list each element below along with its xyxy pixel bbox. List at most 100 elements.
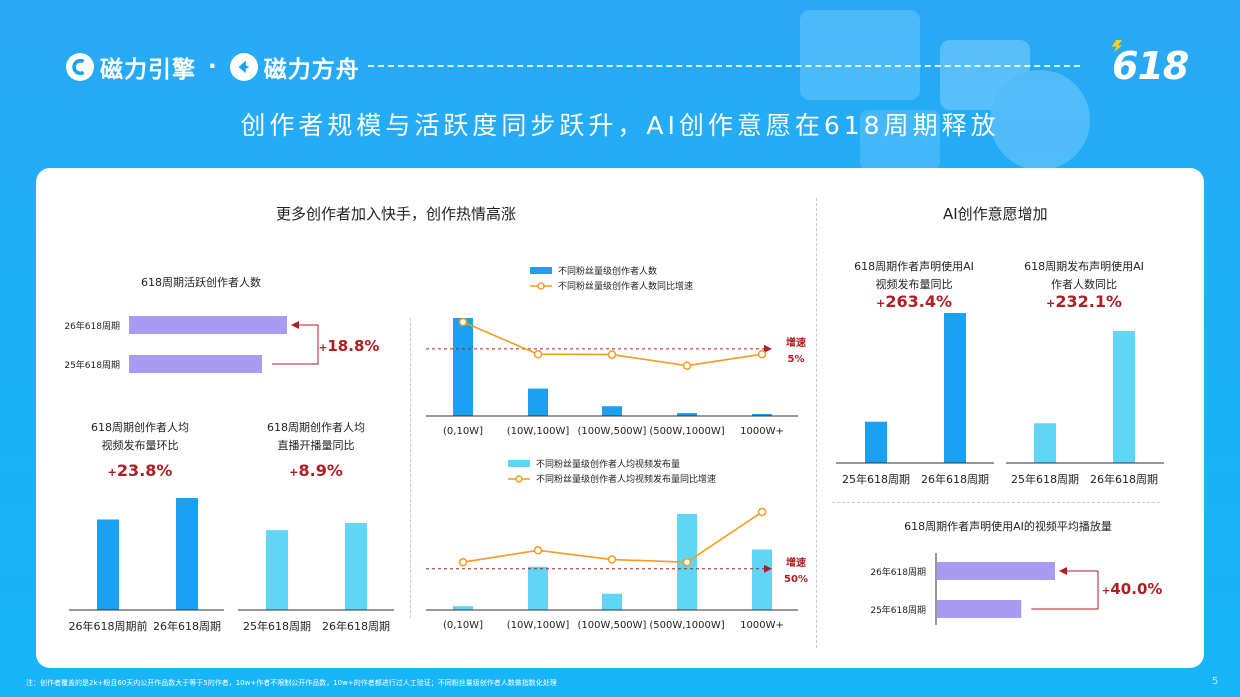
ai_avg_play-cat-0: 26年618周期 <box>870 566 926 578</box>
creators_by_fans-legend-line-marker <box>537 282 545 290</box>
avg_live_sessions-title-2: 直播开播量同比 <box>278 438 355 452</box>
creators_by_fans-reference-label-top: 增速 <box>786 336 806 349</box>
trophy-decoration <box>800 10 1090 170</box>
creators_by_fans-cat-0: (0,10W] <box>443 426 483 437</box>
active_creators-bar-0 <box>129 316 287 334</box>
ai_video_publish-title-1: 618周期作者声明使用AI <box>854 259 974 273</box>
creators_by_fans-cat-2: (100W,500W] <box>578 426 647 437</box>
avg_video_by_fans-point-1 <box>533 546 543 555</box>
badge-618: 618 <box>1112 40 1189 88</box>
avg_video_by_fans-cat-4: 1000W+ <box>740 620 784 631</box>
ai_video_publish-title-2: 视频发布量同比 <box>876 277 953 291</box>
avg_video_by_fans-point-3 <box>682 557 692 567</box>
avg_video_publish-title-2: 视频发布量环比 <box>102 438 179 452</box>
ai_creator_count-bar-0 <box>1034 423 1056 463</box>
avg_video_by_fans-cat-0: (0,10W] <box>443 620 483 631</box>
creators_by_fans-point-0 <box>458 317 468 327</box>
creators_by_fans-bar-1 <box>528 388 548 416</box>
active_creators-bracket <box>271 321 319 365</box>
brand-logo: 磁力引擎 · 磁力方舟 <box>66 50 360 84</box>
avg_video_by_fans-cat-3: (500W,1000W] <box>649 620 724 631</box>
brand-name-2: 磁力方舟 <box>263 57 360 83</box>
ai_video_publish-bar-1 <box>944 313 966 463</box>
header: 磁力引擎 · 磁力方舟 618 创作者规模与活跃度同步跃升，AI创作意愿在618… <box>0 0 1240 170</box>
avg_video_publish-growth: +23.8% <box>108 461 173 480</box>
creators_by_fans-reference-label-bottom: 5% <box>788 354 805 365</box>
avg_video_publish-bar-1 <box>176 498 198 610</box>
avg_video_publish-bar-0 <box>97 519 119 610</box>
avg_live_sessions-bar-1 <box>345 523 367 610</box>
avg_video_by_fans-bar-1 <box>528 566 548 610</box>
avg_video_by_fans-legend-bar-swatch <box>508 460 530 467</box>
ai_creator_count-title-2: 作者人数同比 <box>1051 278 1117 291</box>
ai_creator_count-bar-1 <box>1113 331 1135 463</box>
lightning-icon <box>1112 40 1122 52</box>
creators_by_fans-line <box>462 321 763 367</box>
page-number: 5 <box>1212 676 1219 687</box>
avg_live_sessions-bar-0 <box>266 530 288 610</box>
avg_video_by_fans-legend-bar: 不同粉丝量级创作者人均视频发布量 <box>536 458 680 470</box>
active_creators-title: 618周期活跃创作者人数 <box>141 275 261 289</box>
creators_by_fans-point-2 <box>607 350 617 359</box>
ai_avg_play-bar-1 <box>937 600 1022 618</box>
left-section-title: 更多创作者加入快手，创作热情高涨 <box>276 205 517 223</box>
avg_video_by_fans-bar-0 <box>453 606 473 610</box>
ai_avg_play-bar-0 <box>937 562 1055 580</box>
ai_creator_count-cat-0: 25年618周期 <box>1011 472 1079 486</box>
creators_by_fans-legend-bar: 不同粉丝量级创作者人数 <box>558 265 657 277</box>
avg_video_by_fans-point-2 <box>607 555 617 564</box>
avg_video_publish-title-1: 618周期创作者人均 <box>91 421 189 434</box>
creators_by_fans-cat-3: (500W,1000W] <box>649 426 724 437</box>
ai_avg_play-cat-1: 25年618周期 <box>870 604 926 616</box>
content-card: 更多创作者加入快手，创作热情高涨 AI创作意愿增加 <box>36 168 1204 668</box>
avg_video_by_fans-point-0 <box>458 557 468 567</box>
creators_by_fans-bar-0 <box>453 318 473 416</box>
avg_video_by_fans-point-4 <box>757 507 767 517</box>
ai_video_publish-cat-1: 26年618周期 <box>921 472 989 486</box>
ai_video_publish-growth: +263.4% <box>876 292 952 311</box>
avg_video_by_fans-line <box>462 511 763 563</box>
page-title: 创作者规模与活跃度同步跃升，AI创作意愿在618周期释放 <box>240 111 1000 140</box>
left-inner-divider <box>410 318 411 618</box>
creators_by_fans-bar-3 <box>677 413 697 416</box>
ark-logo-icon <box>229 53 258 81</box>
avg_video_by_fans-cat-1: (10W,100W] <box>507 620 570 631</box>
creators_by_fans-bar-2 <box>602 406 622 416</box>
active_creators-cat-0: 26年618周期 <box>64 320 120 332</box>
avg_video_by_fans-bar-2 <box>602 593 622 610</box>
creators_by_fans-cat-4: 1000W+ <box>740 426 784 437</box>
brand-name-1: 磁力引擎 <box>100 57 196 83</box>
ai_video_publish-cat-0: 25年618周期 <box>842 472 910 486</box>
ai_avg_play-title: 618周期作者声明使用AI的视频平均播放量 <box>904 519 1112 533</box>
avg_live_sessions-cat-0: 25年618周期 <box>243 619 311 633</box>
creators_by_fans-bar-4 <box>752 414 772 416</box>
avg_live_sessions-cat-1: 26年618周期 <box>322 619 390 633</box>
creators_by_fans-legend-line: 不同粉丝量级创作者人数同比增速 <box>558 280 693 292</box>
section-divider <box>816 198 817 648</box>
footnote: 注：创作者覆盖的是2k+粉且60天内公开作品数大于等于5的作者，10w+作者不限… <box>26 679 557 687</box>
ai_creator_count-title-1: 618周期发布声明使用AI <box>1024 259 1144 273</box>
avg_video_by_fans-legend-line-marker <box>515 475 523 483</box>
avg_video_publish-cat-0: 26年618周期前 <box>69 619 148 633</box>
avg_video_by_fans-reference-label-bottom: 50% <box>784 574 808 585</box>
avg_live_sessions-growth: +8.9% <box>289 461 343 480</box>
avg_video_by_fans-legend-line: 不同粉丝量级创作者人均视频发布量同比增速 <box>536 473 716 485</box>
creators_by_fans-cat-1: (10W,100W] <box>507 426 570 437</box>
ai_avg_play-growth: +40.0% <box>1102 580 1163 598</box>
ai_avg_play-bracket <box>1031 567 1099 610</box>
active_creators-growth: +18.8% <box>319 337 380 355</box>
ai_video_publish-bar-0 <box>865 421 887 463</box>
avg_live_sessions-title-1: 618周期创作者人均 <box>267 421 365 434</box>
active_creators-cat-1: 25年618周期 <box>64 359 120 371</box>
active_creators-bar-1 <box>129 355 262 373</box>
header-divider <box>368 65 1080 67</box>
ai_creator_count-cat-1: 26年618周期 <box>1090 472 1158 486</box>
avg_video_by_fans-reference-label-top: 增速 <box>786 556 806 569</box>
avg_video_publish-cat-1: 26年618周期 <box>153 619 221 633</box>
creators_by_fans-point-1 <box>533 349 543 359</box>
avg_video_by_fans-bar-4 <box>752 549 772 610</box>
creators_by_fans-point-3 <box>682 361 692 370</box>
right-section-title: AI创作意愿增加 <box>943 205 1048 223</box>
creators_by_fans-point-4 <box>757 349 767 359</box>
